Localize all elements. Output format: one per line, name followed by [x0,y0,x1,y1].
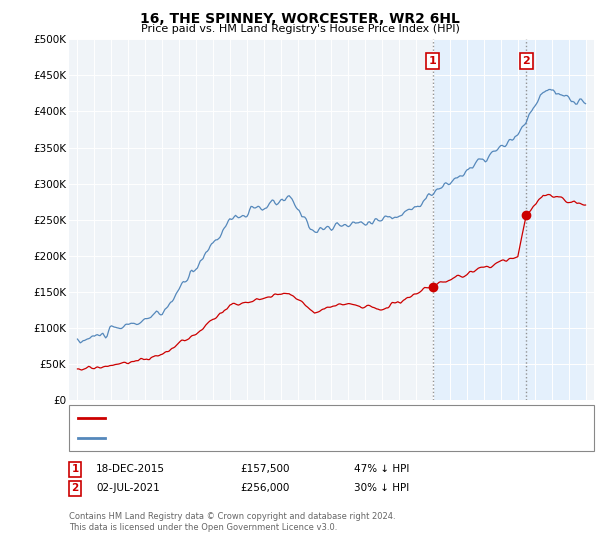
Text: 2: 2 [523,56,530,66]
Text: 2: 2 [71,483,79,493]
Text: 1: 1 [429,56,436,66]
Text: 47% ↓ HPI: 47% ↓ HPI [354,464,409,474]
Text: £256,000: £256,000 [240,483,289,493]
Text: 16, THE SPINNEY, WORCESTER, WR2 6HL (detached house): 16, THE SPINNEY, WORCESTER, WR2 6HL (det… [111,413,420,423]
Text: HPI: Average price, detached house, Worcester: HPI: Average price, detached house, Worc… [111,433,356,443]
Text: Contains HM Land Registry data © Crown copyright and database right 2024.
This d: Contains HM Land Registry data © Crown c… [69,512,395,532]
Text: 1: 1 [71,464,79,474]
Text: £157,500: £157,500 [240,464,290,474]
Text: 16, THE SPINNEY, WORCESTER, WR2 6HL: 16, THE SPINNEY, WORCESTER, WR2 6HL [140,12,460,26]
Text: 18-DEC-2015: 18-DEC-2015 [96,464,165,474]
Text: 30% ↓ HPI: 30% ↓ HPI [354,483,409,493]
Text: Price paid vs. HM Land Registry's House Price Index (HPI): Price paid vs. HM Land Registry's House … [140,24,460,34]
Text: 02-JUL-2021: 02-JUL-2021 [96,483,160,493]
